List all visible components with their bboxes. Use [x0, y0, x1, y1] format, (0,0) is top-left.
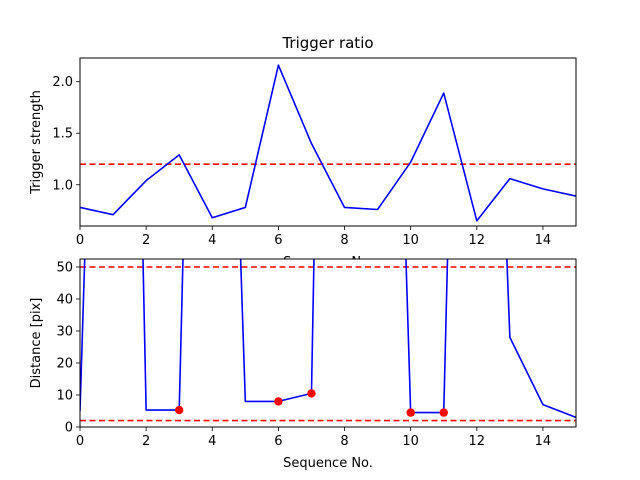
x-axis-label: Sequence No.: [283, 456, 373, 471]
y-tick-label-2: 2.0: [52, 75, 73, 90]
x-tick-label-2: 4: [208, 233, 216, 248]
x-tick-label-3: 6: [274, 233, 282, 248]
y-tick-label-3: 30: [56, 325, 73, 340]
x-tick-label-2: 4: [208, 434, 216, 449]
y-tick-label-1: 10: [56, 389, 73, 404]
x-tick-label-5: 10: [402, 233, 419, 248]
x-tick-label-5: 10: [402, 434, 419, 449]
plot-area: [80, 64, 576, 222]
x-tick-label-7: 14: [535, 434, 552, 449]
x-tick-label-6: 12: [469, 233, 486, 248]
x-tick-label-1: 2: [142, 233, 150, 248]
x-tick-label-0: 0: [76, 434, 84, 449]
x-tick-label-3: 6: [274, 434, 282, 449]
distance-plot-background: [80, 259, 576, 427]
axes-frame: [79, 258, 577, 428]
series-line-0: [80, 64, 576, 222]
data-point-0: [175, 405, 184, 415]
y-tick-label-5: 50: [56, 261, 73, 276]
y-tick-label-2: 20: [56, 357, 73, 372]
y-tick-label-4: 40: [56, 293, 73, 308]
x-tick-label-1: 2: [142, 434, 150, 449]
x-tick-label-7: 14: [535, 233, 552, 248]
x-tick-label-6: 12: [469, 434, 486, 449]
y-tick-label-0: 1.0: [52, 178, 73, 193]
y-tick-label-0: 0: [65, 421, 73, 436]
x-tick-label-0: 0: [76, 233, 84, 248]
plot-area: [80, 259, 576, 422]
data-point-2: [307, 389, 316, 398]
axes-frame: [79, 57, 577, 227]
y-axis-label: Trigger strength: [29, 90, 44, 195]
y-axis-label: Distance [pix]: [29, 298, 44, 389]
chart-title: Trigger ratio: [281, 34, 373, 52]
x-tick-label-4: 8: [340, 434, 348, 449]
x-tick-label-4: 8: [340, 233, 348, 248]
data-point-4: [439, 408, 448, 417]
y-tick-label-1: 1.5: [52, 127, 73, 142]
data-point-1: [274, 397, 283, 406]
distance-plot: 0 2 4 6 8 10 12 14 0 10 20 30 40 50 Sequence No. Distan…: [29, 258, 577, 471]
data-point-3: [406, 408, 415, 417]
